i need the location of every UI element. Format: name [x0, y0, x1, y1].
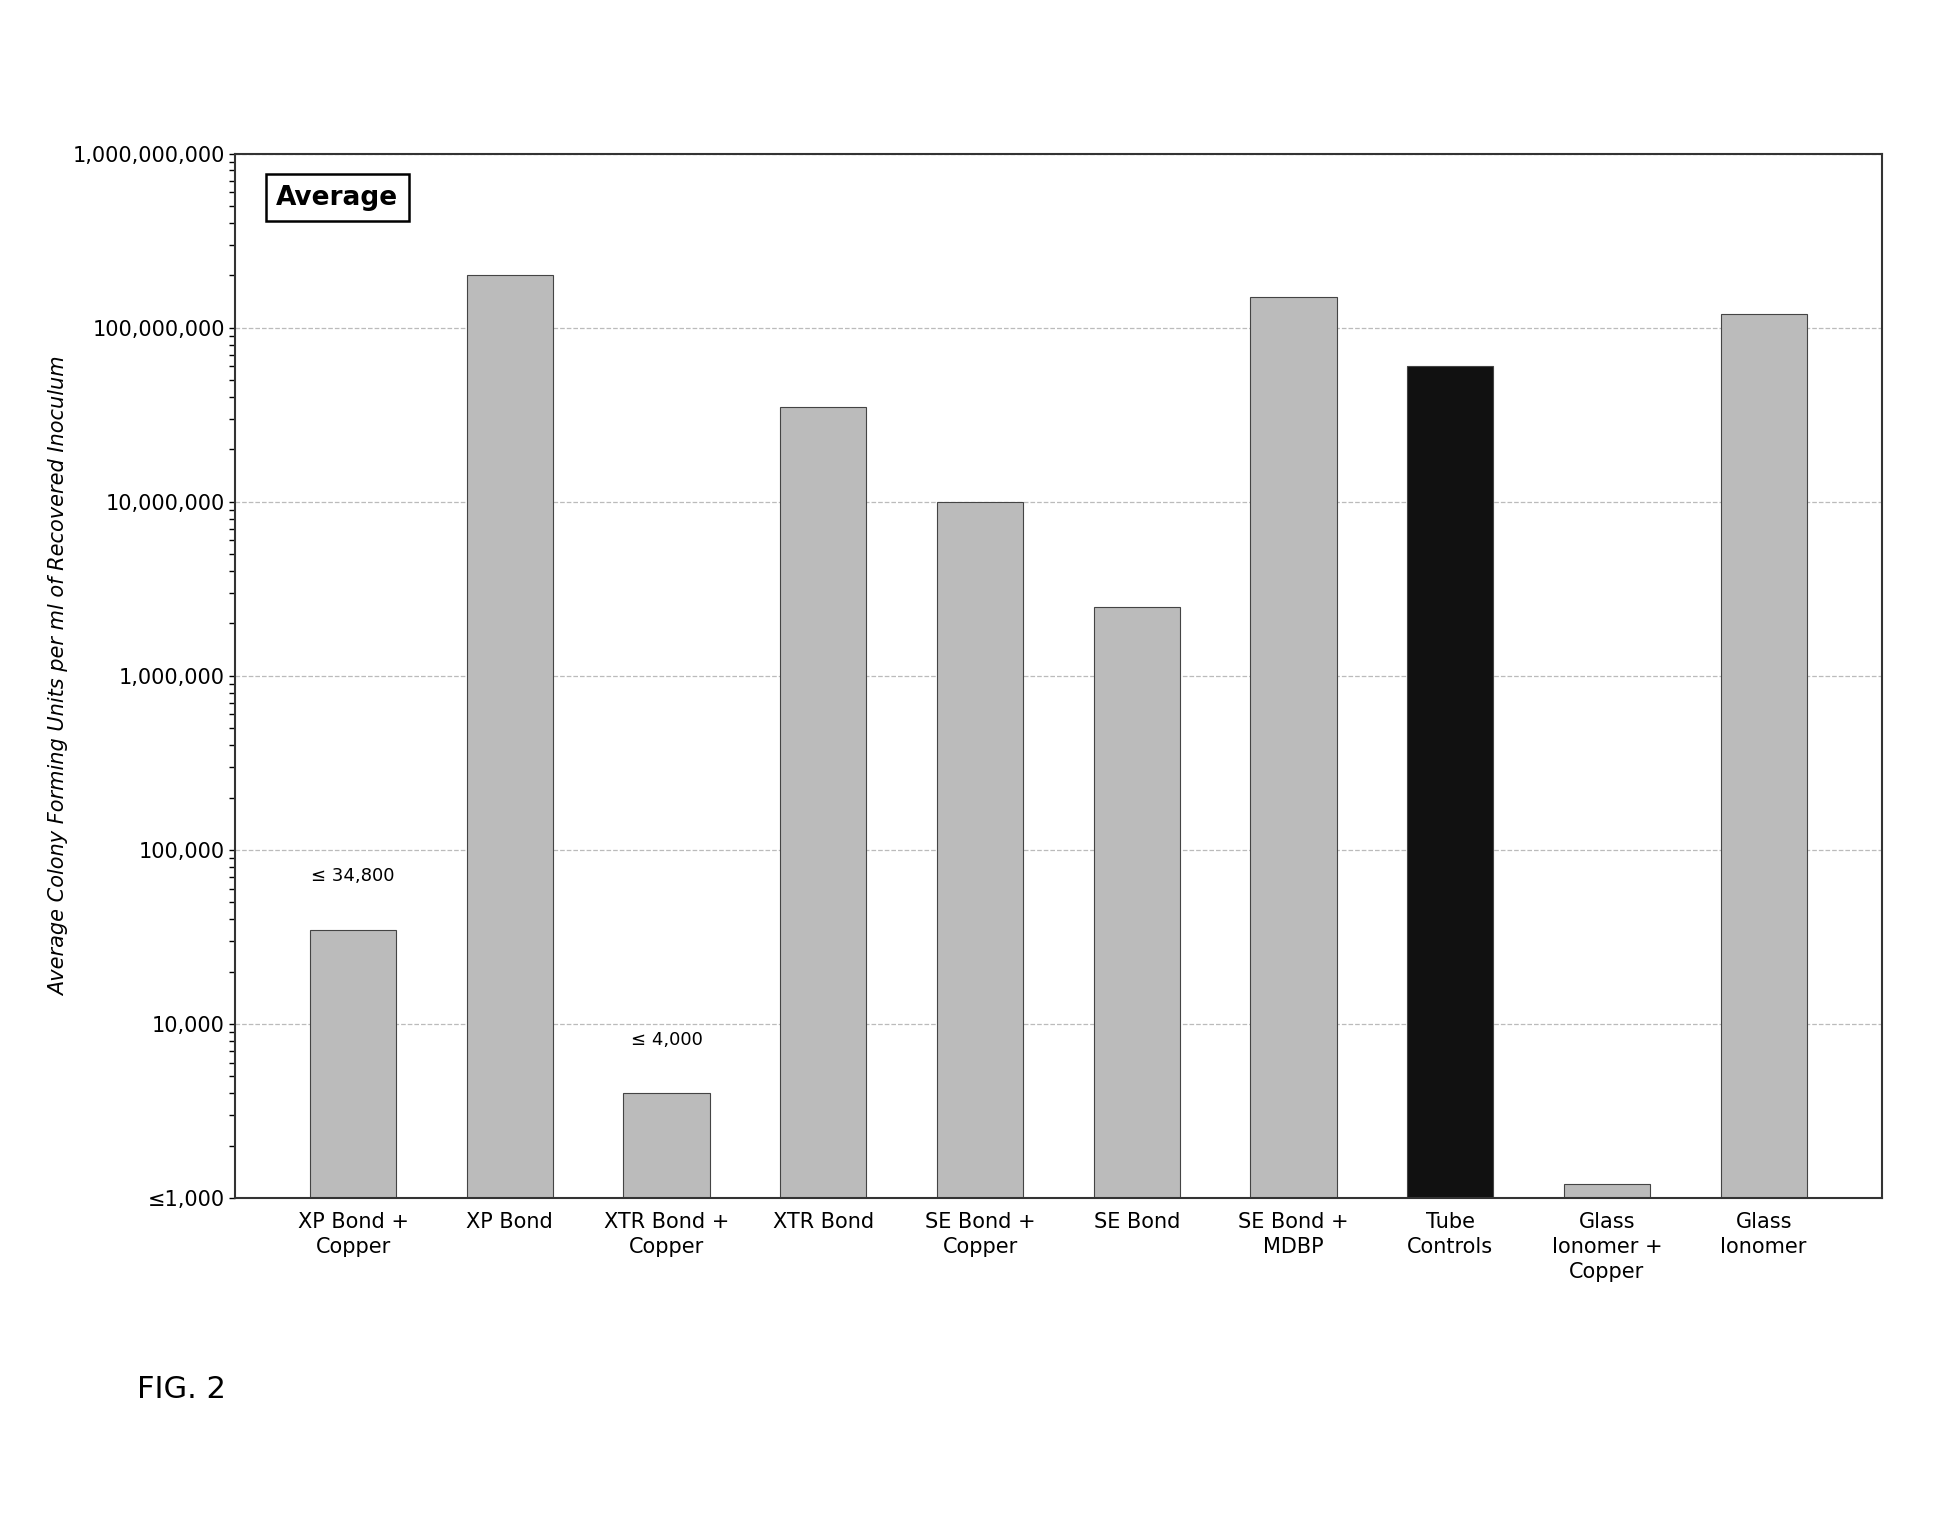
Bar: [1094, 607, 1180, 1536]
Bar: [310, 929, 396, 1536]
Bar: [1407, 366, 1494, 1536]
Bar: [937, 502, 1023, 1536]
Bar: [1250, 296, 1337, 1536]
Text: Average Colony Forming Units per ml of Recovered Inoculum: Average Colony Forming Units per ml of R…: [49, 356, 69, 995]
Bar: [1721, 313, 1807, 1536]
Bar: [1564, 1184, 1650, 1536]
Bar: [780, 407, 866, 1536]
Text: Average: Average: [276, 184, 398, 210]
Bar: [623, 1094, 710, 1536]
Text: FIG. 2: FIG. 2: [137, 1375, 225, 1404]
Bar: [466, 275, 553, 1536]
Text: ≤ 34,800: ≤ 34,800: [312, 868, 394, 885]
Text: ≤ 4,000: ≤ 4,000: [631, 1031, 702, 1049]
